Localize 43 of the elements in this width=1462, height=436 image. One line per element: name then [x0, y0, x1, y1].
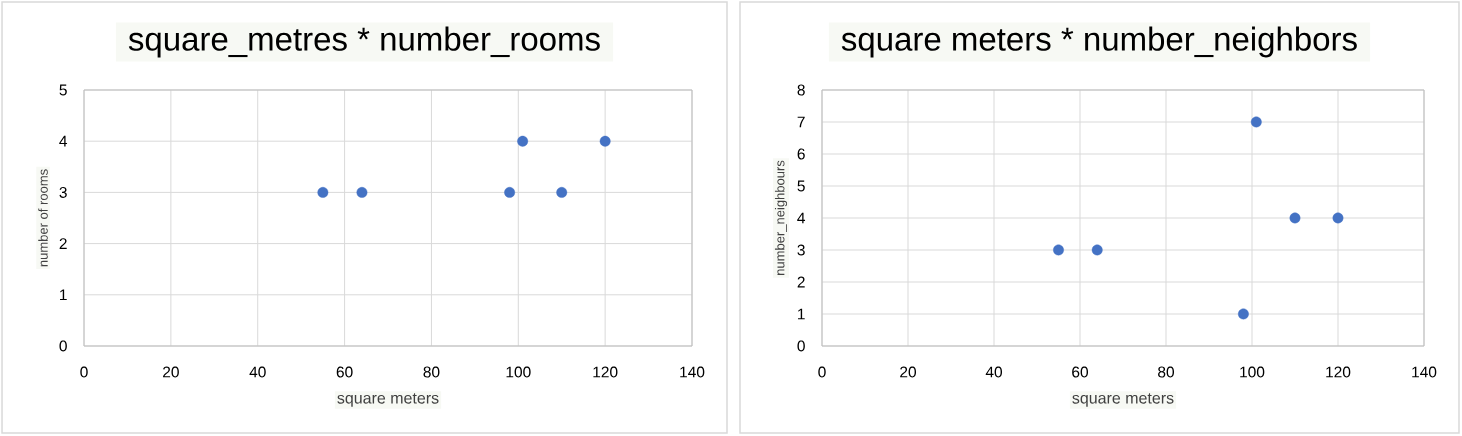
chart-title: square_metres * number_rooms: [128, 26, 600, 58]
x-tick-label: 0: [80, 366, 88, 378]
x-tick-label: 100: [1240, 366, 1265, 378]
x-tick-label: 60: [336, 366, 353, 378]
x-tick-label: 100: [506, 366, 531, 378]
x-tick-label: 20: [900, 366, 917, 378]
chart-title: square meters * number_neighbors: [841, 26, 1357, 58]
point: [1250, 116, 1262, 128]
y-tick-label: 1: [798, 308, 805, 320]
y-tick-label: 6: [797, 148, 805, 160]
x-tick-label: 40: [249, 366, 266, 378]
x-tick-label: 140: [1412, 366, 1437, 378]
y-tick-label: 0: [797, 340, 805, 352]
y-tick-label: 3: [59, 186, 67, 198]
point: [1091, 244, 1103, 256]
x-tick-label: 40: [985, 366, 1003, 378]
y-tick-label: 4: [59, 135, 68, 147]
y-tick-label: 5: [797, 180, 805, 192]
point: [1053, 244, 1064, 256]
y-tick-label: 0: [59, 340, 67, 352]
x-tick-label: 0: [818, 366, 826, 378]
x-tick-label: 20: [163, 366, 179, 378]
y-axis-title: number of rooms: [38, 169, 48, 267]
y-tick-label: 7: [797, 116, 805, 128]
x-axis-title: square meters: [337, 393, 439, 407]
y-tick-label: 1: [60, 289, 67, 301]
y-axis-title: number_neighbours: [774, 160, 788, 275]
y-tick-label: 3: [797, 244, 805, 256]
y-tick-label: 2: [797, 276, 805, 288]
y-tick-label: 4: [797, 212, 806, 224]
point: [1289, 212, 1301, 224]
y-tick-label: 5: [59, 84, 67, 96]
y-tick-label: 2: [59, 238, 67, 249]
x-tick-label: 60: [1072, 366, 1089, 378]
x-tick-label: 140: [680, 366, 705, 378]
point: [1332, 212, 1344, 224]
y-tick-label: 8: [797, 84, 805, 96]
x-tick-label: 80: [1158, 366, 1175, 378]
x-tick-label: 80: [423, 366, 440, 378]
x-tick-label: 120: [593, 366, 618, 378]
point: [1238, 308, 1249, 320]
x-axis-title: square meters: [1072, 393, 1174, 407]
x-tick-label: 120: [1326, 366, 1351, 378]
